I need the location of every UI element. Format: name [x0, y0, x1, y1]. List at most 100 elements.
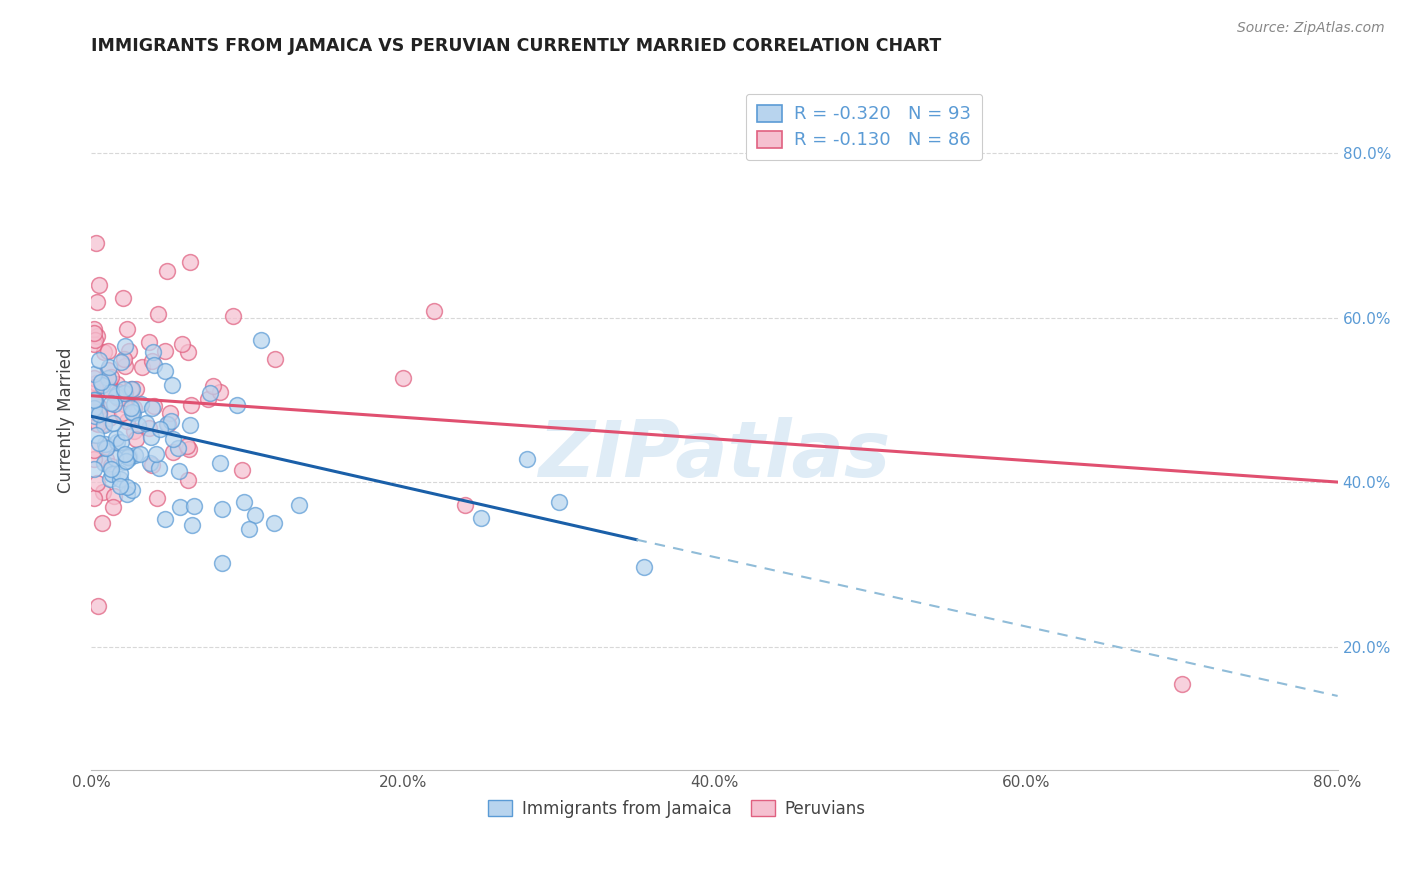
- Point: [105, 387, 128, 401]
- Point: [83, 392, 105, 407]
- Point: [84, 416, 107, 430]
- Point: [87, 400, 110, 414]
- Point: [117, 450, 139, 464]
- Point: [104, 389, 127, 403]
- Point: [156, 417, 179, 431]
- Point: [107, 391, 129, 405]
- Point: [100, 461, 122, 475]
- Point: [110, 434, 132, 449]
- Point: [84, 376, 107, 390]
- Point: [115, 454, 138, 468]
- Point: [110, 467, 132, 481]
- Point: [117, 481, 139, 495]
- Point: [423, 304, 446, 318]
- Point: [112, 397, 135, 411]
- Point: [231, 463, 253, 477]
- Point: [83, 371, 105, 385]
- Point: [97, 371, 120, 385]
- Point: [122, 407, 145, 421]
- Point: [288, 498, 311, 512]
- Point: [118, 450, 141, 465]
- Point: [97, 374, 120, 388]
- Point: [87, 405, 110, 419]
- Point: [159, 406, 181, 420]
- Point: [153, 364, 176, 378]
- Point: [90, 516, 112, 531]
- Point: [141, 401, 163, 415]
- Point: [129, 446, 152, 460]
- Point: [162, 432, 184, 446]
- Point: [100, 467, 122, 481]
- Point: [110, 355, 132, 369]
- Point: [93, 456, 115, 470]
- Point: [83, 452, 105, 467]
- Point: [96, 440, 118, 454]
- Point: [179, 255, 201, 269]
- Point: [633, 560, 655, 574]
- Point: [153, 512, 176, 526]
- Point: [110, 478, 132, 492]
- Point: [143, 399, 166, 413]
- Point: [94, 451, 117, 466]
- Point: [104, 450, 127, 465]
- Point: [87, 599, 110, 613]
- Point: [112, 351, 135, 366]
- Point: [148, 460, 170, 475]
- Point: [108, 384, 131, 399]
- Point: [250, 333, 273, 347]
- Point: [97, 360, 120, 375]
- Point: [516, 451, 538, 466]
- Point: [114, 359, 136, 373]
- Point: [112, 382, 135, 396]
- Point: [94, 436, 117, 450]
- Point: [167, 442, 190, 456]
- Point: [156, 264, 179, 278]
- Point: [121, 382, 143, 396]
- Point: [83, 401, 105, 415]
- Point: [135, 417, 157, 431]
- Point: [167, 464, 190, 478]
- Point: [84, 235, 107, 250]
- Point: [118, 449, 141, 463]
- Point: [118, 343, 141, 358]
- Point: [103, 490, 125, 504]
- Point: [97, 343, 120, 358]
- Point: [547, 495, 569, 509]
- Point: [209, 384, 232, 399]
- Point: [125, 432, 148, 446]
- Point: [145, 447, 167, 461]
- Point: [87, 417, 110, 432]
- Point: [121, 483, 143, 498]
- Point: [105, 435, 128, 450]
- Point: [83, 461, 105, 475]
- Point: [84, 333, 107, 347]
- Point: [232, 495, 254, 509]
- Point: [263, 516, 285, 530]
- Point: [86, 295, 108, 310]
- Point: [86, 329, 108, 343]
- Point: [172, 337, 194, 351]
- Point: [120, 383, 142, 397]
- Point: [162, 445, 184, 459]
- Point: [124, 448, 146, 462]
- Point: [114, 449, 136, 463]
- Point: [141, 429, 163, 443]
- Point: [93, 344, 115, 359]
- Point: [100, 383, 122, 397]
- Text: ZIPatlas: ZIPatlas: [538, 417, 890, 493]
- Point: [103, 397, 125, 411]
- Point: [83, 367, 105, 381]
- Point: [112, 385, 135, 400]
- Point: [243, 508, 266, 522]
- Point: [264, 351, 287, 366]
- Point: [141, 458, 163, 473]
- Point: [87, 277, 110, 292]
- Point: [101, 417, 124, 431]
- Point: [391, 370, 413, 384]
- Point: [94, 441, 117, 455]
- Point: [101, 500, 124, 514]
- Point: [83, 393, 105, 408]
- Point: [142, 344, 165, 359]
- Point: [98, 472, 121, 486]
- Point: [86, 427, 108, 442]
